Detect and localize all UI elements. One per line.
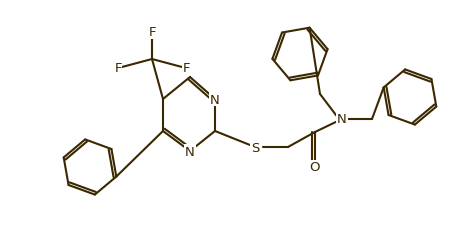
Text: F: F xyxy=(182,61,190,74)
Text: N: N xyxy=(337,113,347,126)
Text: S: S xyxy=(251,141,259,154)
Text: N: N xyxy=(210,93,220,106)
Text: F: F xyxy=(148,26,156,39)
Text: O: O xyxy=(310,161,320,174)
Text: N: N xyxy=(185,145,195,158)
Text: F: F xyxy=(114,61,122,74)
